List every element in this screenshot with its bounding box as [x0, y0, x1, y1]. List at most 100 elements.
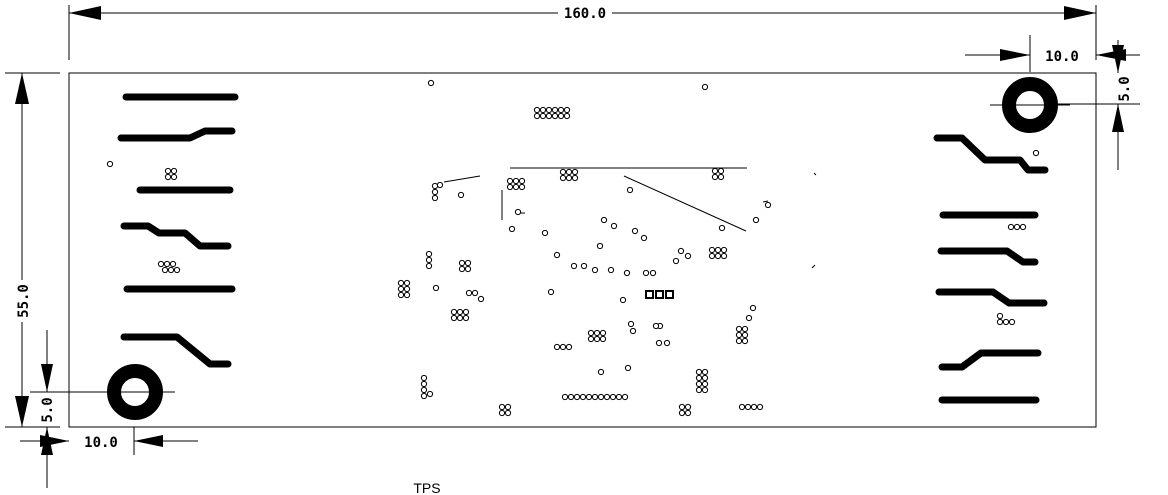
via	[504, 409, 512, 417]
via	[1007, 223, 1015, 231]
via	[741, 337, 749, 345]
trace	[813, 172, 817, 176]
via	[518, 177, 526, 185]
via	[593, 329, 601, 337]
trace	[933, 134, 1049, 174]
via	[624, 364, 632, 372]
hole-bl-arrow-y-top	[41, 364, 53, 392]
via	[741, 331, 749, 339]
via	[599, 335, 607, 343]
via	[695, 374, 703, 382]
via	[714, 252, 722, 260]
via	[420, 392, 428, 400]
via	[597, 368, 605, 376]
via	[506, 177, 514, 185]
mounting-hole-bottom-left	[100, 364, 175, 420]
via	[600, 216, 608, 224]
via	[164, 167, 172, 175]
via	[720, 252, 728, 260]
via	[541, 229, 549, 237]
trace	[120, 222, 232, 250]
trace	[623, 175, 747, 232]
via	[573, 393, 581, 401]
via	[663, 339, 671, 347]
via	[559, 174, 567, 182]
via	[756, 403, 764, 411]
via	[615, 393, 623, 401]
dim-arrow-left	[69, 6, 101, 20]
dim-arrow-right	[1064, 6, 1096, 20]
via	[397, 291, 405, 299]
via	[431, 188, 439, 196]
via	[512, 183, 520, 191]
via	[403, 279, 411, 287]
via	[745, 314, 753, 322]
height-dimension: 55.0	[5, 72, 60, 428]
mounting-hole-top-right	[990, 77, 1070, 133]
via	[714, 246, 722, 254]
via	[596, 242, 604, 250]
trace	[937, 247, 1039, 266]
via	[619, 296, 627, 304]
trace	[811, 264, 816, 269]
via	[518, 183, 526, 191]
hole-bl-arrow-y-bottom	[41, 427, 53, 455]
via	[678, 403, 686, 411]
via	[627, 320, 635, 328]
via	[571, 168, 579, 176]
via	[587, 335, 595, 343]
via	[649, 269, 657, 277]
via	[462, 308, 470, 316]
via	[591, 266, 599, 274]
via	[557, 112, 565, 120]
via	[711, 167, 719, 175]
via	[465, 289, 473, 297]
via	[701, 386, 709, 394]
via	[735, 331, 743, 339]
via	[708, 252, 716, 260]
via	[629, 327, 637, 335]
via	[457, 191, 465, 199]
via	[514, 208, 522, 216]
via	[764, 201, 772, 209]
hole-tr-arrow-y-bottom	[1112, 104, 1124, 132]
via	[403, 285, 411, 293]
hole-tr-arrow-x-left	[1000, 49, 1030, 61]
via	[752, 216, 760, 224]
via	[678, 409, 686, 417]
via	[462, 314, 470, 322]
dim-arrow-up	[15, 73, 29, 104]
trace	[443, 175, 481, 183]
via	[718, 224, 726, 232]
square-pad	[665, 290, 674, 299]
hole-tr-x-offset-label: 10.0	[1045, 49, 1079, 65]
trace	[120, 333, 232, 368]
via	[427, 79, 435, 87]
via	[157, 260, 165, 268]
via	[559, 168, 567, 176]
via	[431, 194, 439, 202]
via	[655, 339, 663, 347]
via	[504, 403, 512, 411]
via	[545, 112, 553, 120]
via	[640, 234, 648, 242]
via	[1013, 223, 1021, 231]
via	[1032, 149, 1040, 157]
via	[744, 403, 752, 411]
square-pad	[645, 290, 654, 299]
via	[508, 225, 516, 233]
via	[551, 106, 559, 114]
via	[610, 222, 618, 230]
square-pads	[645, 290, 674, 299]
via	[464, 259, 472, 267]
via	[565, 343, 573, 351]
via	[695, 380, 703, 388]
via	[996, 318, 1004, 326]
via	[403, 291, 411, 299]
hole-bl-y-offset-label: 5.0	[40, 397, 56, 422]
via	[498, 403, 506, 411]
via	[559, 343, 567, 351]
via	[425, 250, 433, 258]
via	[735, 337, 743, 345]
board-outline	[68, 72, 1097, 428]
